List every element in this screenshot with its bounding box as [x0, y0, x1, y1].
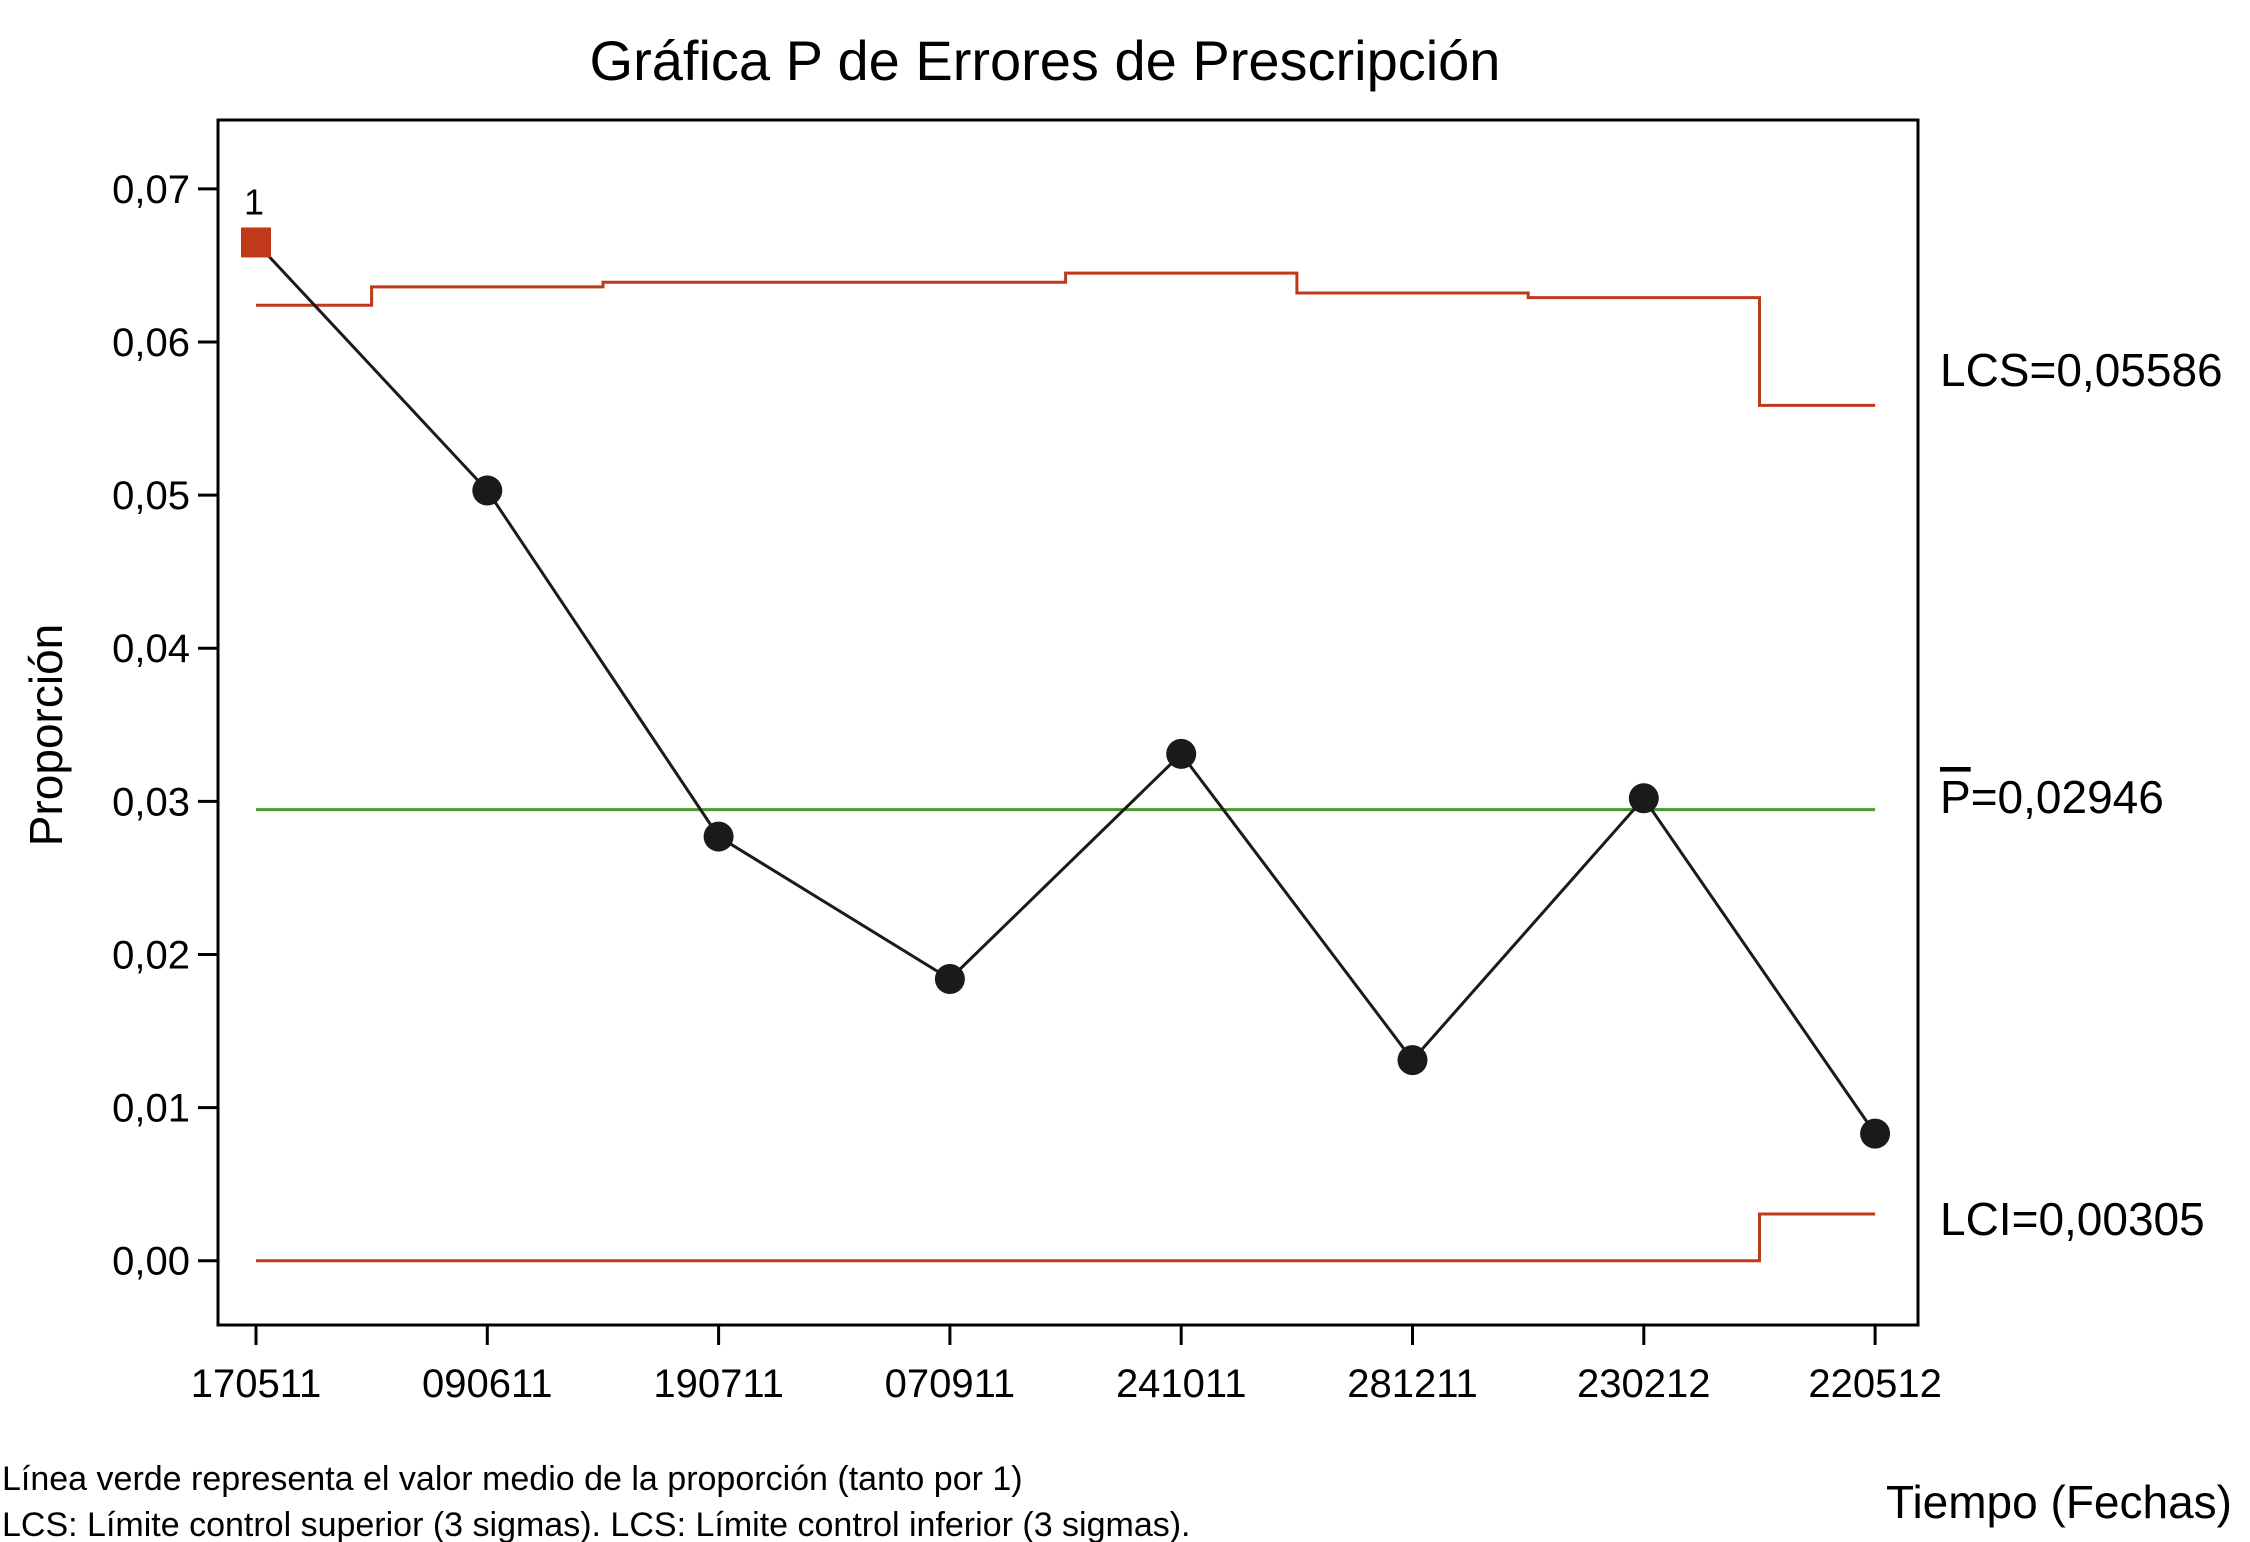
- data-series: 1: [241, 181, 1891, 1149]
- ucl-label: LCS=0,05586: [1940, 344, 2223, 396]
- x-tick-label: 170511: [191, 1362, 322, 1406]
- data-point: [1860, 1118, 1891, 1149]
- x-axis-label: Tiempo (Fechas): [1886, 1476, 2232, 1528]
- series-line: [254, 241, 1877, 1135]
- center-label: P=0,02946: [1940, 771, 2164, 823]
- data-point: [1628, 783, 1659, 814]
- out-of-control-label: 1: [244, 181, 264, 222]
- x-tick-label: 230212: [1577, 1362, 1710, 1406]
- lcl-line: [256, 1212, 1876, 1263]
- y-tick-label: 0,02: [112, 933, 190, 977]
- ucl-line: [256, 271, 1876, 407]
- x-axis: 170511 090611 190711 070911 241011 281211 2302…: [191, 1325, 1942, 1406]
- chart-title: Gráfica P de Errores de Prescripción: [590, 29, 1501, 92]
- y-tick-label: 0,03: [112, 780, 190, 824]
- x-tick-label: 190711: [653, 1362, 784, 1406]
- y-tick-label: 0,07: [112, 168, 190, 212]
- footnote-2: LCS: Límite control superior (3 sigmas).…: [2, 1506, 1191, 1542]
- data-point: [703, 821, 734, 852]
- y-tick-label: 0,01: [112, 1087, 190, 1131]
- data-point: [472, 475, 503, 506]
- y-tick-label: 0,00: [112, 1240, 190, 1284]
- x-tick-label: 241011: [1116, 1362, 1247, 1406]
- x-tick-label: 070911: [885, 1362, 1016, 1406]
- lcl-label: LCI=0,00305: [1940, 1193, 2205, 1245]
- x-tick-label: 220512: [1808, 1362, 1941, 1406]
- control-limit-lines: [256, 271, 1876, 1263]
- x-tick-label: 281211: [1347, 1362, 1478, 1406]
- y-tick-label: 0,06: [112, 321, 190, 365]
- out-of-control-point: [241, 227, 271, 258]
- plot-frame: [216, 118, 1920, 1327]
- y-axis-label: Proporción: [20, 624, 72, 846]
- footnote-1: Línea verde representa el valor medio de…: [2, 1460, 1023, 1498]
- data-point: [1166, 738, 1197, 769]
- center-label-p: P: [1940, 771, 1971, 823]
- y-tick-label: 0,04: [112, 627, 190, 671]
- y-axis: 0,00 0,01 0,02 0,03 0,04 0,05 0,06 0,07: [112, 168, 218, 1284]
- center-label-value: =0,02946: [1971, 771, 2164, 823]
- data-point: [934, 963, 965, 994]
- y-tick-label: 0,05: [112, 474, 190, 518]
- x-tick-label: 090611: [422, 1362, 553, 1406]
- data-point: [1397, 1045, 1428, 1076]
